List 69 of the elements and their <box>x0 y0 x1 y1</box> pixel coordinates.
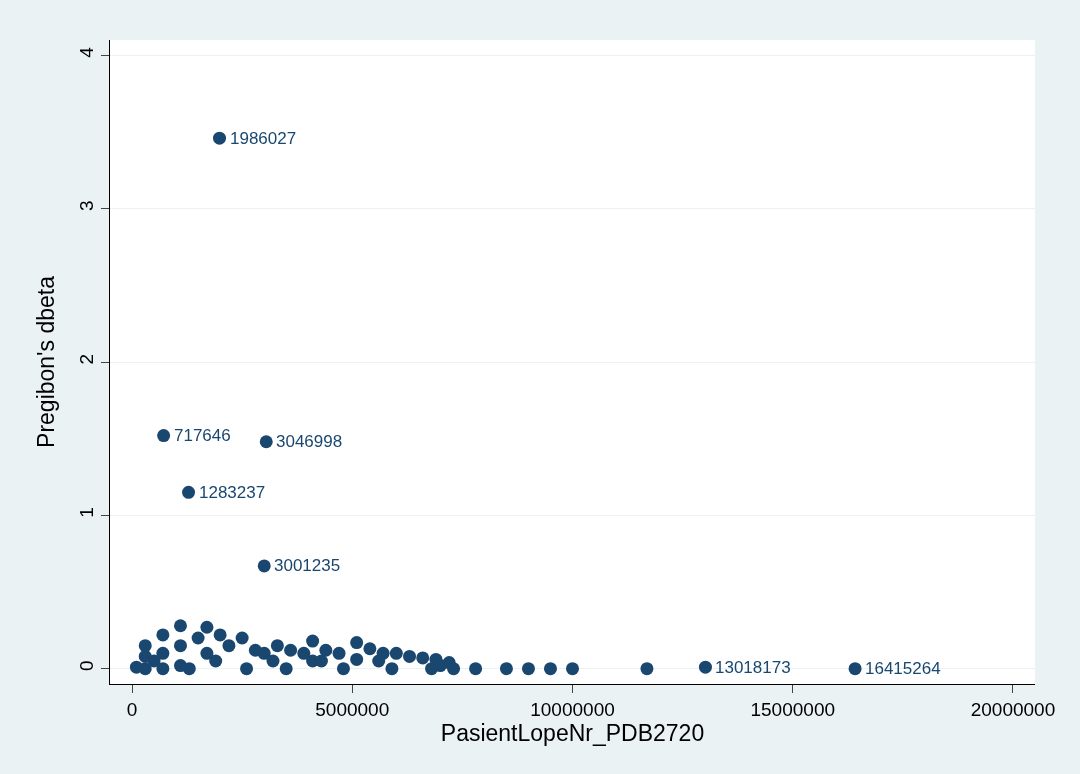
y-tick-label: 1 <box>76 507 98 518</box>
point <box>240 662 254 676</box>
point <box>200 646 214 660</box>
point <box>363 642 377 656</box>
point <box>336 662 350 676</box>
point <box>499 662 513 676</box>
x-tick-label: 10000000 <box>530 698 615 720</box>
x-tick-label: 5000000 <box>315 698 390 720</box>
annotation: 3001235 <box>274 556 341 575</box>
point <box>182 485 196 499</box>
point <box>257 646 271 660</box>
annotation: 3046998 <box>276 432 343 451</box>
point <box>698 660 712 674</box>
x-axis-title: PasientLopeNr_PDB2720 <box>440 719 705 746</box>
point <box>350 652 364 666</box>
point <box>213 131 226 145</box>
point <box>566 662 579 676</box>
point <box>209 654 223 668</box>
annotation: 717646 <box>174 426 231 445</box>
point <box>222 639 236 653</box>
point <box>447 662 461 676</box>
point <box>389 646 403 660</box>
point <box>156 662 170 676</box>
point <box>138 662 152 676</box>
point <box>543 662 557 676</box>
x-tick-label: 15000000 <box>750 698 836 720</box>
point <box>403 649 417 663</box>
point <box>284 643 298 657</box>
point <box>306 634 320 648</box>
point <box>191 631 205 645</box>
point <box>157 429 171 443</box>
point <box>848 662 862 676</box>
y-tick-label: 2 <box>76 353 98 365</box>
point <box>147 654 161 668</box>
point <box>640 662 654 676</box>
point <box>156 628 170 642</box>
point <box>200 620 214 634</box>
point <box>332 646 346 660</box>
point <box>213 628 227 642</box>
point <box>266 654 280 668</box>
point <box>279 662 293 676</box>
point <box>385 662 399 676</box>
y-axis-title: Pregibon's dbeta <box>32 275 59 448</box>
point <box>469 662 483 676</box>
point <box>182 662 196 676</box>
point <box>350 636 364 650</box>
annotation: 16415264 <box>865 659 941 678</box>
annotation: 1283237 <box>199 483 266 502</box>
point <box>235 631 249 645</box>
x-tick-label: 0 <box>126 698 138 720</box>
point <box>297 646 311 660</box>
y-tick-label: 3 <box>76 200 98 212</box>
point <box>372 654 386 668</box>
y-tick-label: 4 <box>76 46 98 58</box>
point <box>319 643 333 657</box>
point <box>270 639 284 653</box>
point <box>416 651 430 665</box>
annotation: 13018173 <box>715 658 791 677</box>
x-tick-label: 20000000 <box>970 698 1056 720</box>
point <box>156 646 170 660</box>
point <box>138 639 152 653</box>
point <box>259 435 273 449</box>
point <box>314 654 328 668</box>
point <box>173 639 187 653</box>
y-tick-label: 0 <box>76 660 98 672</box>
point <box>257 559 271 573</box>
annotation: 1986027 <box>230 129 297 148</box>
point <box>173 619 187 633</box>
point <box>521 662 535 676</box>
